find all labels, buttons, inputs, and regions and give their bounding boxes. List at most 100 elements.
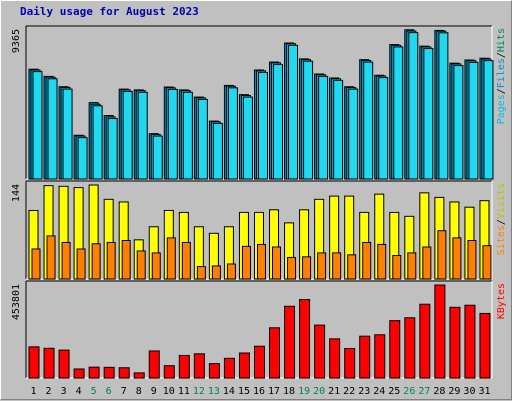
bar-pages-day-28 [438, 32, 449, 180]
bar-kbytes-day-23 [359, 335, 371, 379]
x-tick-day-24: 24 [373, 386, 385, 397]
bar-kbytes-day-21 [329, 338, 341, 379]
x-tick-day-27: 27 [418, 386, 430, 397]
legend-files: Files [496, 58, 507, 88]
x-tick-day-14: 14 [223, 386, 235, 397]
legend-separator: / [496, 88, 507, 94]
bar-pages-day-8 [137, 91, 148, 180]
bar-pages-day-9 [152, 135, 163, 180]
bar-sites-day-1 [31, 248, 41, 280]
bar-pages-day-17 [273, 63, 284, 180]
x-tick-day-30: 30 [463, 386, 475, 397]
bar-pages-day-24 [378, 77, 389, 180]
bar-pages-day-22 [348, 88, 359, 180]
x-tick-day-17: 17 [268, 386, 280, 397]
x-tick-day-2: 2 [46, 386, 52, 397]
bar-pages-day-21 [333, 79, 344, 180]
bar-sites-day-29 [452, 237, 462, 280]
x-tick-day-11: 11 [178, 386, 190, 397]
x-tick-day-23: 23 [358, 386, 370, 397]
bar-kbytes-day-22 [344, 347, 356, 379]
bar-kbytes-day-19 [299, 299, 311, 379]
x-tick-day-6: 6 [106, 386, 112, 397]
bar-pages-day-25 [393, 46, 404, 180]
bar-pages-day-7 [122, 90, 133, 180]
bar-sites-day-18 [287, 256, 297, 280]
bar-sites-day-23 [362, 241, 372, 280]
y-max-label: 9365 [11, 29, 22, 53]
bar-kbytes-day-16 [253, 345, 265, 379]
bar-sites-day-15 [241, 245, 251, 280]
bar-kbytes-day-1 [28, 346, 40, 379]
y-max-label: 453801 [11, 284, 22, 320]
bar-sites-day-27 [422, 246, 432, 280]
legend-separator: / [496, 219, 507, 225]
bar-sites-day-13 [211, 265, 221, 280]
bar-pages-day-14 [227, 87, 238, 180]
bar-pages-day-6 [107, 118, 118, 180]
x-tick-day-9: 9 [151, 386, 157, 397]
x-tick-day-12: 12 [193, 386, 205, 397]
x-tick-day-31: 31 [478, 386, 490, 397]
bar-sites-day-10 [166, 237, 176, 280]
x-tick-day-1: 1 [31, 386, 37, 397]
bar-sites-day-6 [106, 241, 116, 280]
bar-kbytes-day-8 [133, 372, 145, 379]
bar-kbytes-day-5 [88, 366, 100, 379]
bar-pages-day-11 [182, 91, 193, 180]
bar-pages-day-27 [423, 48, 434, 180]
bar-pages-day-30 [468, 61, 479, 180]
chart-title: Daily usage for August 2023 [20, 5, 199, 18]
bar-kbytes-day-10 [163, 365, 175, 379]
bar-kbytes-day-29 [449, 306, 461, 379]
legend-labels-visits-sites: Sites/Visits [496, 183, 507, 255]
bar-pages-day-18 [288, 44, 299, 180]
bar-kbytes-day-31 [479, 312, 491, 379]
legend-visits: Visits [496, 183, 507, 219]
bar-kbytes-day-20 [314, 324, 326, 379]
bar-kbytes-day-14 [223, 357, 235, 379]
bar-kbytes-day-4 [73, 368, 85, 379]
x-tick-day-29: 29 [448, 386, 460, 397]
bar-kbytes-day-24 [374, 334, 386, 379]
legend-labels-kbytes: KBytes [496, 283, 507, 319]
x-tick-day-7: 7 [121, 386, 127, 397]
bar-pages-day-3 [62, 88, 73, 180]
x-tick-day-25: 25 [388, 386, 400, 397]
bar-pages-day-13 [212, 122, 223, 180]
bar-kbytes-day-25 [389, 320, 401, 379]
bar-pages-day-31 [483, 60, 494, 180]
bar-sites-day-26 [407, 252, 417, 280]
bar-sites-day-17 [272, 246, 282, 280]
bar-kbytes-day-15 [238, 352, 250, 379]
bar-sites-day-2 [46, 235, 56, 280]
bar-sites-day-20 [317, 252, 327, 280]
bar-sites-day-21 [332, 252, 342, 280]
bar-kbytes-day-13 [208, 363, 220, 379]
x-tick-day-4: 4 [76, 386, 82, 397]
bar-sites-day-24 [377, 243, 387, 280]
bar-sites-day-9 [151, 252, 161, 280]
bar-kbytes-day-7 [118, 367, 130, 379]
x-tick-day-28: 28 [433, 386, 445, 397]
legend-kbytes: KBytes [496, 283, 507, 319]
x-tick-day-22: 22 [343, 386, 355, 397]
x-tick-day-5: 5 [91, 386, 97, 397]
bar-pages-day-20 [318, 75, 329, 180]
bar-kbytes-day-3 [58, 349, 70, 379]
x-tick-day-13: 13 [208, 386, 220, 397]
x-tick-day-26: 26 [403, 386, 415, 397]
bar-kbytes-day-26 [404, 317, 416, 379]
bar-kbytes-day-9 [148, 350, 160, 379]
legend-labels-hits-files: Pages/Files/Hits [496, 28, 507, 124]
bar-pages-day-4 [77, 137, 88, 180]
x-tick-day-3: 3 [61, 386, 67, 397]
bar-kbytes-day-28 [434, 284, 446, 379]
x-tick-day-18: 18 [283, 386, 295, 397]
bar-pages-day-26 [408, 32, 419, 180]
bar-sites-day-28 [437, 230, 447, 280]
bar-pages-day-1 [32, 71, 43, 180]
bar-kbytes-day-18 [284, 305, 296, 379]
